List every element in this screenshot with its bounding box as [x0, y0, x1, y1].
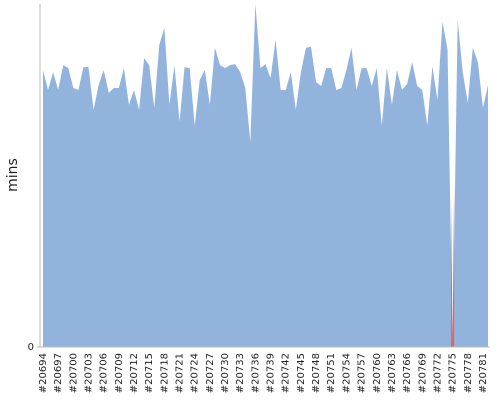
y-tick-label: 0	[28, 342, 34, 353]
x-tick-label: #20703	[84, 353, 95, 393]
y-axis-label: mins	[5, 158, 21, 192]
x-tick-label: #20706	[99, 353, 110, 393]
x-tick-label: #20778	[463, 353, 474, 393]
x-tick-label: #20754	[341, 353, 352, 393]
x-tick-label: #20721	[175, 353, 186, 393]
x-tick-label: #20769	[417, 353, 428, 393]
x-tick-label: #20739	[266, 353, 277, 393]
x-tick-label: #20700	[68, 353, 79, 393]
x-tick-label: #20763	[387, 353, 398, 393]
x-tick-label: #20757	[357, 353, 368, 393]
x-tick-label: #20715	[144, 353, 155, 393]
x-tick-label: #20748	[311, 353, 322, 393]
x-tick-label: #20760	[372, 353, 383, 393]
x-tick-label: #20727	[205, 353, 216, 393]
x-tick-label: #20775	[448, 353, 459, 393]
x-tick-label: #20730	[220, 353, 231, 393]
x-tick-label: #20751	[326, 353, 337, 393]
x-tick-label: #20733	[235, 353, 246, 393]
x-tick-label: #20742	[281, 353, 292, 393]
x-tick-label: #20694	[38, 353, 49, 393]
x-tick-label: #20772	[432, 353, 443, 393]
x-tick-label: #20718	[159, 353, 170, 393]
x-tick-label: #20745	[296, 353, 307, 393]
x-tick-label: #20781	[478, 353, 489, 393]
x-tick-label: #20736	[250, 353, 261, 393]
highlight-area	[451, 182, 455, 347]
x-tick-label: #20697	[53, 353, 64, 393]
x-tick-label: #20709	[114, 353, 125, 393]
x-tick-label: #20766	[402, 353, 413, 393]
x-tick-label: #20724	[190, 353, 201, 393]
area	[43, 4, 488, 347]
x-tick-label: #20712	[129, 353, 140, 393]
